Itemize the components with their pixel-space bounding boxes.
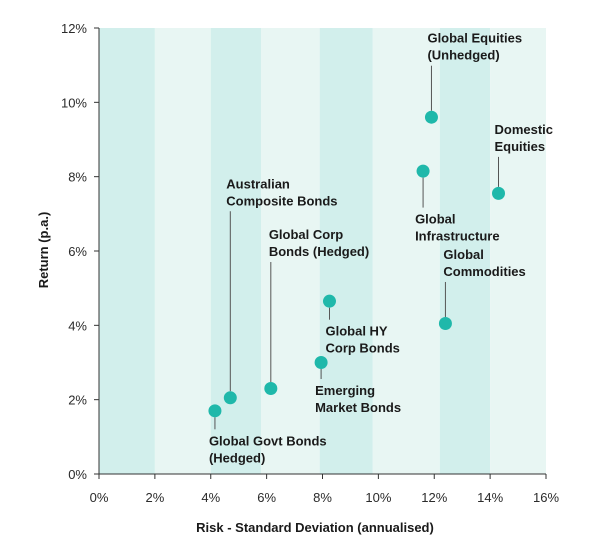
point-label-line: Australian bbox=[226, 176, 290, 191]
point-label-line: (Unhedged) bbox=[427, 48, 499, 63]
x-tick-label: 10% bbox=[365, 490, 391, 505]
point-label-line: Global Equities bbox=[427, 31, 522, 46]
band-3 bbox=[261, 28, 320, 474]
x-tick-label: 8% bbox=[313, 490, 332, 505]
y-tick-label: 2% bbox=[68, 393, 87, 408]
x-tick-label: 14% bbox=[477, 490, 503, 505]
x-axis-title: Risk - Standard Deviation (annualised) bbox=[196, 520, 434, 535]
point-label-line: Bonds (Hedged) bbox=[269, 244, 369, 259]
point-label-line: Global Corp bbox=[269, 227, 343, 242]
y-tick-label: 0% bbox=[68, 467, 87, 482]
x-tick-label: 16% bbox=[533, 490, 559, 505]
point-label: Global Corp Bonds (Hedged) bbox=[269, 227, 369, 259]
point-label-line: Emerging bbox=[315, 383, 375, 398]
point-label-line: (Hedged) bbox=[209, 450, 265, 465]
band-5 bbox=[372, 28, 440, 474]
point-label-line: Composite Bonds bbox=[226, 193, 337, 208]
band-1 bbox=[154, 28, 211, 474]
y-tick-label: 8% bbox=[68, 170, 87, 185]
y-axis-ticks: 0% 2% 4% 6% 8% 10% 12% bbox=[61, 21, 99, 482]
y-tick-label: 6% bbox=[68, 244, 87, 259]
point-label-line: Domestic bbox=[495, 122, 554, 137]
point-label: Global Commodities bbox=[443, 247, 525, 279]
data-points bbox=[208, 110, 506, 418]
point-label: Global Equities (Unhedged) bbox=[427, 31, 522, 63]
point-label: Australian Composite Bonds bbox=[226, 176, 337, 208]
data-point bbox=[314, 356, 328, 369]
x-tick-label: 6% bbox=[257, 490, 276, 505]
x-tick-label: 12% bbox=[421, 490, 447, 505]
data-point bbox=[322, 294, 336, 308]
data-point bbox=[416, 164, 430, 178]
point-label-line: Market Bonds bbox=[315, 400, 401, 415]
point-label: Emerging Market Bonds bbox=[315, 383, 401, 415]
point-label: Global HY Corp Bonds bbox=[325, 324, 399, 356]
x-tick-label: 4% bbox=[201, 490, 220, 505]
data-point bbox=[223, 391, 237, 405]
data-point bbox=[208, 404, 222, 418]
background-bands bbox=[99, 28, 546, 474]
point-label-line: Global bbox=[443, 247, 483, 262]
point-label-line: Global bbox=[415, 212, 455, 227]
data-point bbox=[424, 110, 438, 124]
y-axis-title: Return (p.a.) bbox=[36, 212, 51, 289]
point-label: Domestic Equities bbox=[495, 122, 554, 154]
data-point bbox=[438, 316, 452, 330]
band-4 bbox=[319, 28, 373, 474]
y-tick-label: 12% bbox=[61, 21, 87, 36]
band-7 bbox=[490, 28, 546, 474]
point-label-line: Equities bbox=[495, 139, 546, 154]
label-leader-lines bbox=[214, 65, 500, 430]
point-label: Global Govt Bonds (Hedged) bbox=[209, 433, 327, 465]
point-label: Global Infrastructure bbox=[415, 212, 500, 244]
x-tick-label: 0% bbox=[90, 490, 109, 505]
point-label-line: Commodities bbox=[443, 264, 525, 279]
point-labels: Global Equities (Unhedged) Domestic Equitie… bbox=[209, 31, 553, 466]
data-point bbox=[264, 382, 278, 396]
point-label-line: Corp Bonds bbox=[325, 341, 399, 356]
x-axis-ticks: 0% 2% 4% 6% 8% 10% 12% 14% 16% bbox=[90, 474, 559, 505]
x-tick-label: 2% bbox=[145, 490, 164, 505]
point-label-line: Global Govt Bonds bbox=[209, 433, 327, 448]
y-tick-label: 10% bbox=[61, 95, 87, 110]
band-6 bbox=[439, 28, 491, 474]
y-tick-label: 4% bbox=[68, 318, 87, 333]
band-0 bbox=[99, 28, 155, 474]
data-point bbox=[492, 186, 506, 200]
point-label-line: Global HY bbox=[325, 324, 387, 339]
point-label-line: Infrastructure bbox=[415, 229, 500, 244]
